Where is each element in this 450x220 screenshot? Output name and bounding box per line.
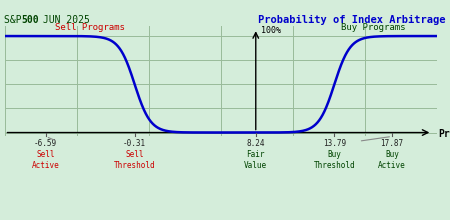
Text: Active: Active [32, 161, 59, 170]
Text: Value: Value [244, 161, 267, 170]
Text: S&P: S&P [4, 15, 28, 25]
Text: Sell: Sell [126, 150, 144, 159]
Text: Fair: Fair [247, 150, 265, 159]
Text: Active: Active [378, 161, 406, 170]
Text: Buy: Buy [328, 150, 341, 159]
Text: 8.24: 8.24 [247, 139, 265, 148]
Text: -6.59: -6.59 [34, 139, 57, 148]
Text: JUN 2025: JUN 2025 [37, 15, 90, 25]
Text: 17.87: 17.87 [381, 139, 404, 148]
Text: Sell: Sell [36, 150, 55, 159]
Text: Premium: Premium [438, 128, 450, 139]
Text: 13.79: 13.79 [323, 139, 346, 148]
Text: 500: 500 [21, 15, 39, 25]
Text: Buy: Buy [385, 150, 399, 159]
Text: Buy Programs: Buy Programs [341, 23, 405, 32]
Text: Sell Programs: Sell Programs [54, 23, 124, 32]
Text: 100%: 100% [261, 26, 281, 35]
Text: Threshold: Threshold [114, 161, 156, 170]
Text: -0.31: -0.31 [123, 139, 146, 148]
Text: Threshold: Threshold [314, 161, 355, 170]
Text: Probability of Index Arbitrage: Probability of Index Arbitrage [258, 15, 446, 26]
